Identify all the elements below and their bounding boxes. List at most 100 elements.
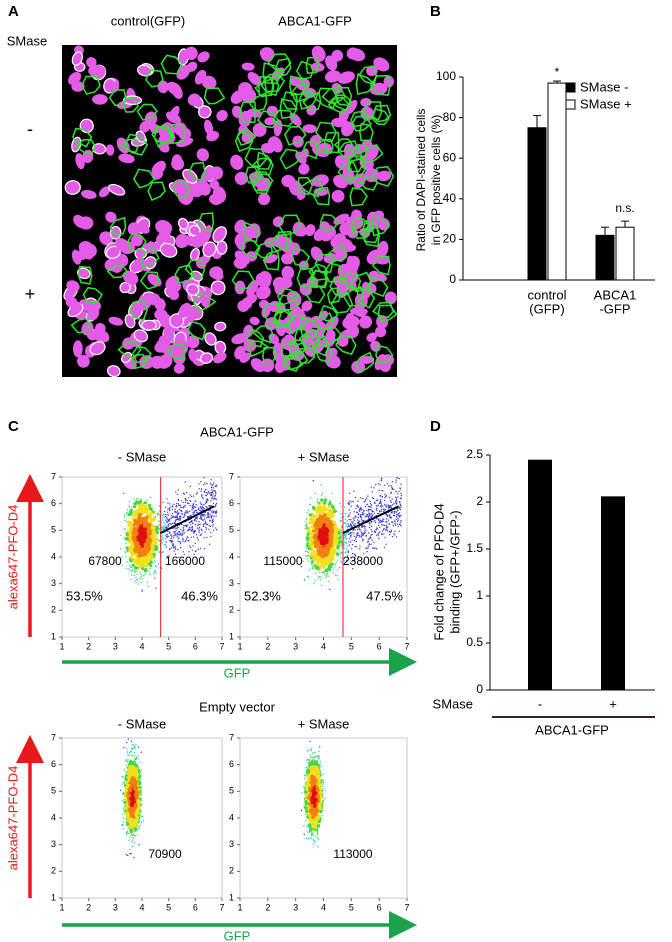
gfp-membrane bbox=[267, 53, 292, 71]
event-dot bbox=[304, 550, 307, 553]
event-dot bbox=[119, 789, 122, 791]
nucleus bbox=[264, 254, 278, 264]
event-dot bbox=[197, 539, 199, 541]
event-dot bbox=[167, 558, 170, 560]
nucleus bbox=[345, 255, 360, 273]
event-dot bbox=[334, 564, 337, 566]
event-dot bbox=[317, 833, 319, 836]
fit-line bbox=[342, 505, 400, 534]
event-dot bbox=[126, 513, 128, 515]
event-dot bbox=[174, 553, 177, 555]
event-dot bbox=[128, 765, 132, 769]
event-dot bbox=[153, 570, 156, 572]
gfp-membrane bbox=[70, 317, 92, 334]
event-dot bbox=[157, 530, 159, 532]
event-dot bbox=[170, 517, 172, 519]
event-dot bbox=[346, 526, 348, 528]
gfp-membrane bbox=[139, 271, 160, 290]
event-dot bbox=[334, 574, 337, 576]
gfp-membrane bbox=[126, 232, 147, 253]
event-dot bbox=[203, 507, 205, 510]
event-dot bbox=[138, 521, 142, 525]
event-dot bbox=[210, 479, 212, 481]
nucleus bbox=[71, 249, 82, 265]
event-dot bbox=[181, 530, 183, 532]
gfp-membrane bbox=[244, 166, 262, 184]
event-dot bbox=[380, 521, 382, 524]
nucleus bbox=[90, 300, 102, 312]
event-dot bbox=[136, 811, 140, 815]
event-dot bbox=[378, 522, 380, 524]
event-dot bbox=[348, 509, 351, 511]
event-dot bbox=[211, 521, 214, 524]
event-dot bbox=[392, 488, 395, 491]
event-dot bbox=[126, 511, 128, 514]
event-dot bbox=[131, 839, 134, 841]
event-dot bbox=[341, 526, 343, 529]
event-dot bbox=[124, 759, 126, 761]
nucleus bbox=[194, 69, 207, 85]
event-dot bbox=[205, 488, 207, 491]
event-dot bbox=[184, 501, 187, 503]
event-dot bbox=[128, 761, 130, 763]
gfp-membrane bbox=[351, 115, 373, 132]
nucleus bbox=[354, 306, 367, 318]
event-dot bbox=[379, 526, 381, 528]
event-dot bbox=[165, 534, 167, 536]
event-dot bbox=[154, 545, 158, 549]
event-dot bbox=[396, 513, 398, 516]
event-dot bbox=[398, 512, 401, 514]
y-tick-label: 2 bbox=[229, 605, 234, 615]
event-dot bbox=[336, 528, 340, 532]
event-dot bbox=[136, 538, 140, 542]
event-dot bbox=[141, 589, 144, 591]
y-tick-label: 1 bbox=[51, 631, 56, 641]
event-dot bbox=[309, 517, 313, 521]
event-dot bbox=[386, 521, 388, 523]
nucleus bbox=[114, 253, 129, 267]
event-dot bbox=[131, 536, 135, 540]
x-tick-label: 6 bbox=[193, 902, 198, 912]
event-dot bbox=[337, 569, 339, 571]
event-dot bbox=[190, 527, 192, 529]
event-dot bbox=[400, 504, 402, 507]
event-dot bbox=[320, 498, 324, 502]
x-tick-label: 7 bbox=[404, 902, 409, 912]
event-dot bbox=[213, 515, 215, 518]
event-dot bbox=[170, 524, 172, 526]
event-dot bbox=[384, 536, 386, 539]
event-dot bbox=[204, 511, 206, 514]
gfp-membrane bbox=[329, 276, 350, 297]
plot-title: - SMase bbox=[118, 716, 166, 731]
event-dot bbox=[345, 538, 347, 540]
event-dot bbox=[178, 512, 180, 514]
event-dot bbox=[337, 553, 339, 555]
event-dot bbox=[161, 551, 164, 553]
event-dot bbox=[162, 551, 165, 553]
gfp-membrane bbox=[350, 110, 367, 128]
event-dot bbox=[169, 539, 172, 542]
gfp-membrane bbox=[350, 219, 372, 240]
event-dot bbox=[179, 517, 181, 519]
y-axis-label: alexa647-PFO-D4 bbox=[5, 505, 20, 610]
event-dot bbox=[176, 535, 178, 537]
event-dot bbox=[360, 506, 362, 509]
event-dot bbox=[128, 775, 132, 779]
gfp-membrane bbox=[308, 263, 329, 282]
event-dot bbox=[377, 483, 379, 485]
event-dot bbox=[171, 522, 174, 524]
event-dot bbox=[157, 539, 159, 541]
event-dot bbox=[203, 483, 205, 486]
nucleus bbox=[348, 48, 366, 62]
event-dot bbox=[164, 506, 167, 508]
gfp-membrane bbox=[108, 89, 127, 107]
event-dot bbox=[178, 533, 180, 536]
event-dot bbox=[361, 519, 363, 522]
event-dot bbox=[339, 520, 342, 522]
event-dot bbox=[372, 514, 374, 516]
event-dot bbox=[162, 534, 164, 537]
event-dot bbox=[178, 531, 180, 533]
event-dot bbox=[126, 818, 130, 823]
event-dot bbox=[327, 580, 330, 582]
event-dot bbox=[206, 536, 208, 539]
